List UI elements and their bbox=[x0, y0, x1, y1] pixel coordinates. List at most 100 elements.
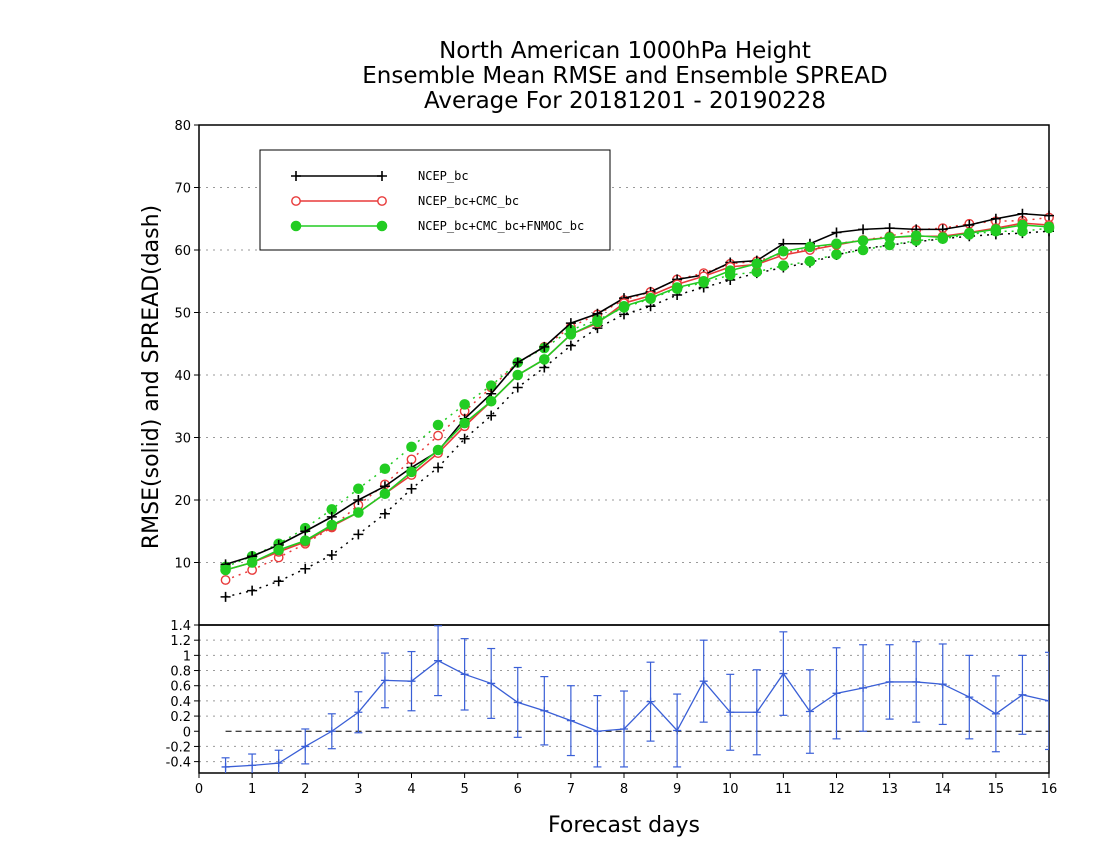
difference-point bbox=[540, 706, 549, 715]
spread-point bbox=[831, 249, 842, 260]
spread-point bbox=[432, 419, 444, 431]
rmse-point bbox=[539, 341, 550, 352]
rmse-point bbox=[326, 519, 338, 531]
spread-series bbox=[220, 226, 1054, 602]
legend-box bbox=[259, 149, 611, 251]
rmse-point bbox=[353, 507, 364, 518]
spread-point bbox=[433, 462, 444, 473]
spread-point bbox=[353, 529, 364, 540]
rmse-point bbox=[353, 495, 364, 505]
difference-point bbox=[859, 683, 868, 692]
legend-marker bbox=[291, 196, 301, 206]
spread-point bbox=[406, 483, 417, 494]
spread-point bbox=[857, 244, 869, 256]
rmse-line bbox=[225, 222, 1050, 571]
y-tick-label: 0.8 bbox=[170, 665, 191, 680]
legend-marker bbox=[377, 196, 387, 206]
difference-point bbox=[380, 676, 389, 685]
rmse-point bbox=[273, 544, 284, 556]
rmse-point bbox=[379, 488, 391, 500]
rmse-point bbox=[857, 235, 869, 246]
spread-line bbox=[225, 216, 1050, 581]
spread-point bbox=[406, 454, 417, 465]
rmse-point bbox=[724, 265, 736, 276]
x-tick-label: 15 bbox=[988, 782, 1005, 797]
rmse-point bbox=[831, 238, 842, 250]
x-tick-label: 0 bbox=[195, 782, 203, 797]
legend-marker bbox=[291, 171, 301, 181]
rmse-point bbox=[990, 213, 1001, 224]
difference-point bbox=[1045, 696, 1049, 705]
x-tick-label: 9 bbox=[673, 782, 681, 797]
rmse-series bbox=[220, 218, 1054, 575]
spread-point bbox=[459, 399, 470, 410]
rmse-point bbox=[432, 444, 444, 456]
x-tick-label: 2 bbox=[301, 782, 309, 797]
spread-line bbox=[225, 230, 1050, 598]
x-tick-label: 14 bbox=[934, 782, 951, 797]
legend: NCEP_bc NCEP_bc+CMC_bc NCEP_bc+CMC_bc+FNMO… bbox=[259, 149, 611, 251]
difference-point bbox=[513, 698, 522, 707]
rmse-point bbox=[539, 354, 550, 365]
difference-point bbox=[434, 656, 443, 665]
spread-point bbox=[353, 483, 364, 495]
rmse-point bbox=[1017, 219, 1028, 231]
x-tick-label: 11 bbox=[775, 782, 792, 797]
spread-series bbox=[220, 212, 1054, 585]
rmse-point bbox=[884, 232, 895, 243]
difference-point bbox=[805, 707, 814, 716]
rmse-spread-panel: 10 20 30 40 50 60 70 80 RMSE(solid) and SPREAD(d… bbox=[139, 119, 1055, 626]
rmse-point bbox=[910, 230, 922, 241]
spread-point bbox=[220, 591, 231, 602]
difference-point bbox=[646, 697, 655, 706]
difference-point bbox=[620, 724, 628, 733]
difference-point bbox=[566, 716, 575, 725]
x-tick-label: 7 bbox=[567, 782, 575, 797]
rmse-point bbox=[1017, 208, 1028, 219]
title-line: North American 1000hPa Height bbox=[439, 38, 811, 64]
y-tick-label: -0.4 bbox=[166, 756, 191, 771]
difference-point bbox=[991, 709, 1000, 718]
spread-point bbox=[326, 550, 337, 560]
difference-point bbox=[779, 669, 788, 678]
y-tick-label: 20 bbox=[174, 494, 191, 509]
rmse-point bbox=[565, 329, 577, 340]
rmse-point bbox=[698, 275, 709, 287]
spread-point bbox=[804, 255, 816, 267]
x-tick-label: 10 bbox=[722, 782, 739, 797]
rmse-point bbox=[990, 224, 1002, 235]
legend-label: NCEP_bc+CMC_bc bbox=[418, 194, 519, 208]
rmse-line bbox=[225, 224, 1050, 571]
difference-point bbox=[460, 670, 469, 679]
rmse-point bbox=[937, 232, 949, 243]
difference-point bbox=[327, 727, 336, 736]
spread-point bbox=[512, 382, 523, 393]
difference-point bbox=[726, 708, 735, 717]
difference-point bbox=[752, 708, 761, 717]
difference-point bbox=[938, 680, 947, 689]
y-tick-label: 30 bbox=[174, 432, 191, 447]
rmse-point bbox=[1043, 221, 1055, 233]
rmse-point bbox=[220, 564, 231, 576]
legend-label: NCEP_bc bbox=[418, 169, 469, 183]
difference-panel: -0.4-0.200.20.40.60.811.21.40 1 2 3 4 5 6 7 8 9 10… bbox=[166, 619, 1058, 838]
rmse-series bbox=[220, 208, 1054, 570]
y-tick-label: 0 bbox=[183, 725, 191, 740]
rmse-point bbox=[671, 282, 683, 293]
difference-point bbox=[248, 761, 257, 770]
spread-point bbox=[486, 410, 497, 421]
difference-point bbox=[301, 742, 310, 751]
x-tick-label: 16 bbox=[1041, 782, 1058, 797]
x-tick-label: 6 bbox=[514, 782, 522, 797]
rmse-point bbox=[459, 417, 470, 429]
x-tick-label: 4 bbox=[407, 782, 415, 797]
y-tick-label: 50 bbox=[174, 307, 191, 322]
difference-point bbox=[1018, 690, 1027, 699]
x-tick-label: 1 bbox=[248, 782, 256, 797]
spread-point bbox=[565, 340, 576, 351]
difference-point bbox=[221, 762, 230, 771]
difference-point bbox=[407, 677, 416, 686]
difference-point bbox=[912, 677, 921, 686]
rmse-point bbox=[299, 535, 311, 546]
difference-line bbox=[225, 659, 1049, 768]
